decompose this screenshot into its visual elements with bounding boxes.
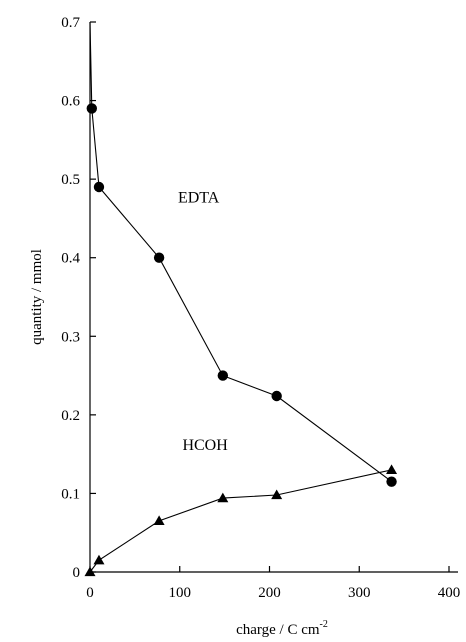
x-tick-label: 0 bbox=[86, 585, 94, 601]
x-ticks: 0 100 200 300 400 bbox=[86, 566, 460, 601]
series-line-edta bbox=[89, 21, 392, 483]
data-point-edta bbox=[153, 252, 165, 263]
data-point-edta bbox=[217, 370, 229, 381]
annotation-edta: EDTA bbox=[178, 190, 220, 207]
data-point-hcoh bbox=[93, 554, 105, 565]
series-line-hcoh bbox=[89, 469, 392, 573]
data-point-edta bbox=[86, 103, 97, 114]
data-point-hcoh bbox=[217, 492, 229, 503]
x-tick-label: 200 bbox=[258, 585, 281, 601]
data-point-edta bbox=[93, 181, 105, 193]
data-point-hcoh bbox=[271, 489, 283, 500]
y-axis-title: quantity / mmol bbox=[29, 249, 45, 345]
x-tick-label: 400 bbox=[438, 585, 461, 601]
series-layer bbox=[84, 21, 398, 577]
x-axis-title: charge / C cm-2 bbox=[236, 619, 328, 638]
y-tick-label: 0.4 bbox=[61, 251, 80, 267]
data-point-hcoh bbox=[153, 515, 165, 526]
x-axis-title-main: charge / C cm bbox=[236, 622, 320, 638]
y-tick-label: 0.3 bbox=[61, 329, 80, 345]
y-tick-label: 0.5 bbox=[61, 172, 80, 188]
y-tick-label: 0.1 bbox=[61, 486, 80, 502]
annotation-hcoh: HCOH bbox=[182, 437, 228, 454]
x-tick-label: 100 bbox=[169, 585, 192, 601]
data-point-edta bbox=[271, 390, 282, 402]
data-point-hcoh bbox=[84, 566, 96, 577]
y-tick-label: 0 bbox=[73, 565, 81, 581]
x-axis-title-superscript: -2 bbox=[320, 619, 328, 630]
y-tick-label: 0.2 bbox=[61, 408, 80, 424]
y-tick-label: 0.6 bbox=[61, 94, 80, 110]
y-tick-label: 0.7 bbox=[61, 15, 80, 31]
data-point-edta bbox=[386, 476, 397, 487]
y-ticks: 0 0.1 0.2 0.3 0.4 0.5 0.6 0.7 bbox=[61, 15, 96, 581]
x-tick-label: 300 bbox=[348, 585, 371, 601]
data-point-hcoh bbox=[386, 464, 398, 474]
